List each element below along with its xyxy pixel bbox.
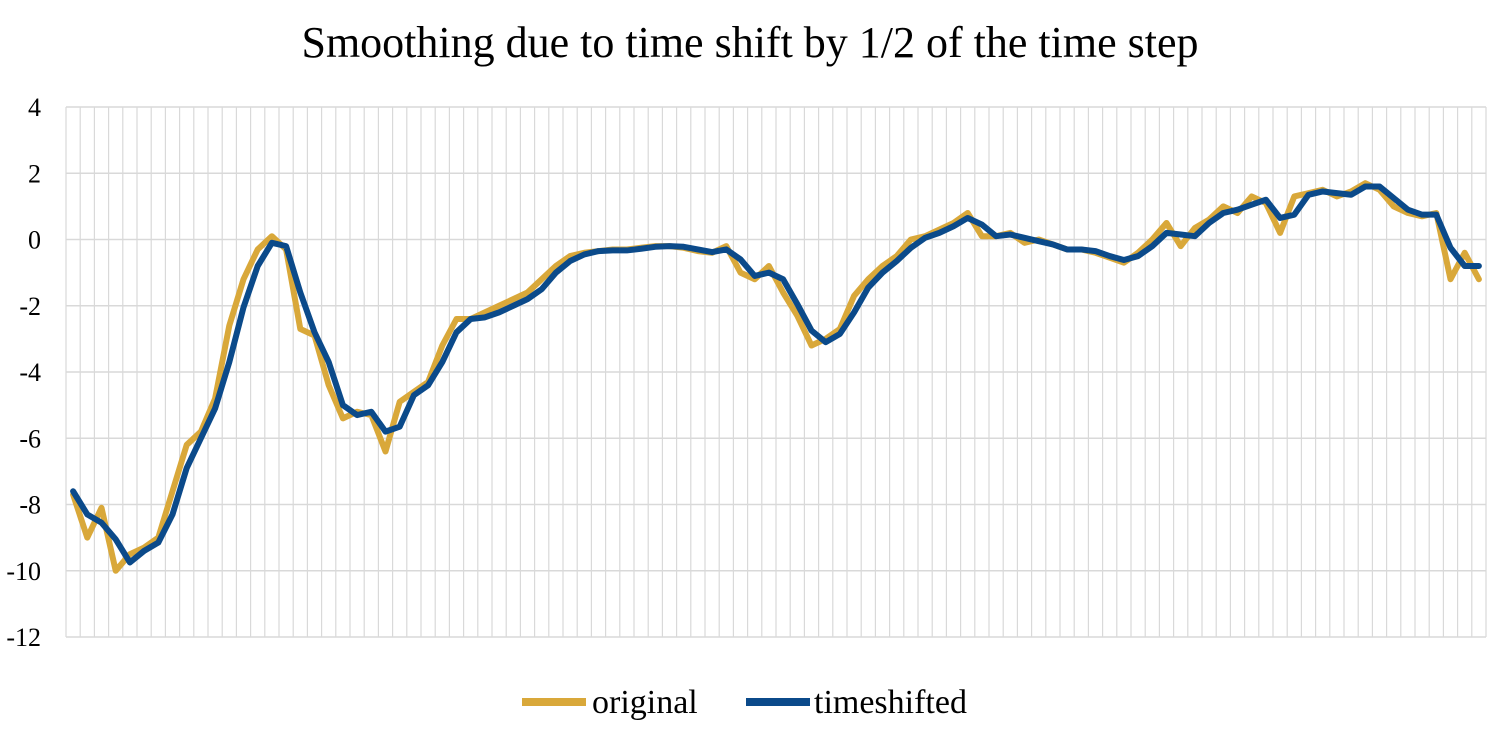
- y-tick-label: -4: [19, 358, 41, 387]
- series-lines: [70, 180, 1482, 574]
- chart-title: Smoothing due to time shift by 1/2 of th…: [301, 18, 1198, 67]
- y-tick-label: 0: [28, 226, 41, 255]
- y-tick-label: -2: [19, 292, 41, 321]
- y-tick-label: -12: [6, 623, 41, 652]
- series-line-timeshifted: [70, 183, 1482, 566]
- y-tick-label: -8: [19, 491, 41, 520]
- y-tick-label: 4: [28, 93, 41, 122]
- y-axis-tick-labels: 4 2 0 -2 -4 -6 -8 -10 -12: [6, 93, 41, 652]
- legend-label-timeshifted: timeshifted: [814, 684, 967, 721]
- legend-label-original: original: [592, 684, 698, 721]
- y-tick-label: 2: [28, 159, 41, 188]
- y-tick-label: -6: [19, 424, 41, 453]
- legend: original timeshifted: [522, 684, 967, 721]
- y-tick-label: -10: [6, 557, 41, 586]
